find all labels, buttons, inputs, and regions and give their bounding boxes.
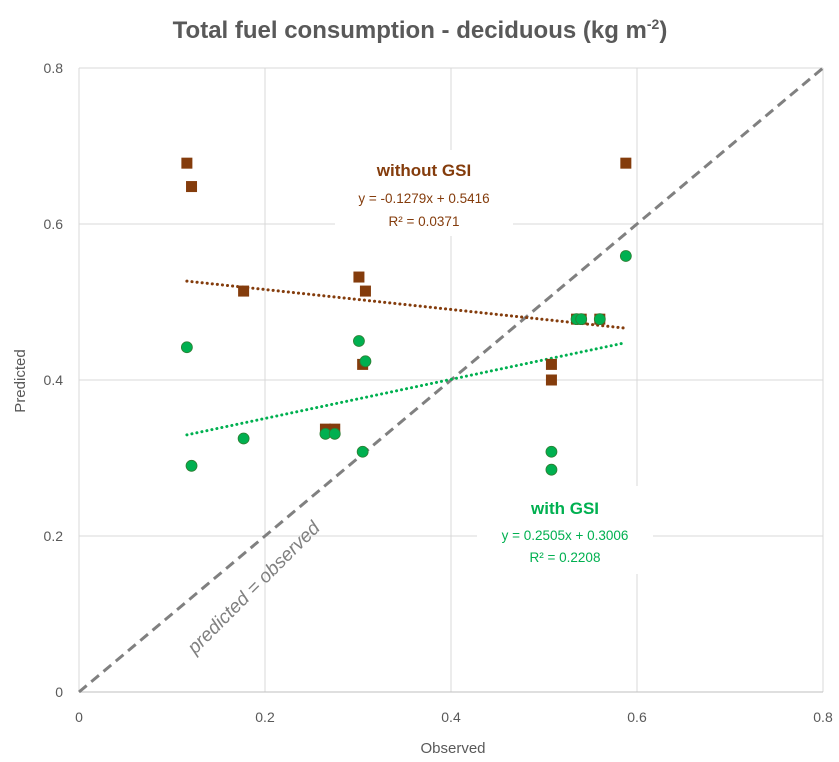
point-without-gsi bbox=[181, 157, 193, 169]
point-with-gsi bbox=[619, 250, 632, 262]
y-tick-label: 0.6 bbox=[44, 216, 64, 232]
grid-lines bbox=[78, 67, 824, 693]
point-with-gsi bbox=[185, 459, 198, 472]
point-with-gsi bbox=[593, 313, 606, 326]
point-with-gsi bbox=[353, 335, 365, 347]
trendline-with-gsi bbox=[185, 341, 628, 437]
x-tick-label: 0.6 bbox=[627, 709, 647, 725]
axis-ticks: 0 0.2 0.4 0.6 0.8 0 0.2 0.4 0.6 0.8 bbox=[44, 60, 833, 725]
point-with-gsi bbox=[180, 341, 193, 354]
y-tick-label: 0.2 bbox=[44, 528, 64, 544]
annotation-without-gsi-equation: y = -0.1279x + 0.5416 bbox=[358, 191, 489, 206]
point-with-gsi bbox=[545, 463, 558, 476]
x-tick-label: 0.4 bbox=[441, 709, 461, 725]
annotation-with-gsi-r2: R² = 0.2208 bbox=[530, 550, 601, 565]
trendline-without-gsi bbox=[185, 279, 628, 330]
point-without-gsi bbox=[545, 374, 557, 386]
x-tick-label: 0 bbox=[75, 709, 83, 725]
point-without-gsi bbox=[353, 271, 365, 283]
point-with-gsi bbox=[328, 427, 341, 440]
point-with-gsi bbox=[359, 355, 372, 368]
annotation-with-gsi: with GSI y = 0.2505x + 0.3006 R² = 0.220… bbox=[477, 486, 653, 574]
chart-title: Total fuel consumption - deciduous (kg m… bbox=[173, 16, 668, 44]
x-tick-label: 0.2 bbox=[255, 709, 275, 725]
point-without-gsi bbox=[186, 181, 198, 193]
y-axis-label: Predicted bbox=[12, 349, 29, 412]
annotation-with-gsi-title: with GSI bbox=[530, 499, 599, 518]
point-without-gsi bbox=[238, 285, 250, 297]
chart-title-superscript: -2 bbox=[647, 16, 660, 32]
point-without-gsi bbox=[545, 358, 557, 370]
annotation-without-gsi-r2: R² = 0.0371 bbox=[389, 214, 460, 229]
y-tick-label: 0.8 bbox=[44, 60, 64, 76]
point-without-gsi bbox=[620, 157, 632, 169]
point-without-gsi bbox=[359, 285, 371, 297]
annotation-without-gsi-title: without GSI bbox=[376, 161, 471, 180]
point-with-gsi bbox=[237, 432, 250, 445]
data-markers bbox=[180, 157, 632, 476]
x-axis-label: Observed bbox=[420, 740, 485, 757]
point-with-gsi bbox=[575, 313, 588, 326]
annotation-with-gsi-equation: y = 0.2505x + 0.3006 bbox=[502, 528, 629, 543]
trendlines bbox=[185, 279, 628, 437]
annotation-without-gsi: without GSI y = -0.1279x + 0.5416 R² = 0… bbox=[335, 150, 513, 236]
point-with-gsi bbox=[545, 445, 558, 458]
y-tick-label: 0.4 bbox=[44, 372, 64, 388]
y-tick-label: 0 bbox=[55, 684, 63, 700]
point-with-gsi bbox=[356, 445, 369, 458]
x-tick-label: 0.8 bbox=[813, 709, 833, 725]
